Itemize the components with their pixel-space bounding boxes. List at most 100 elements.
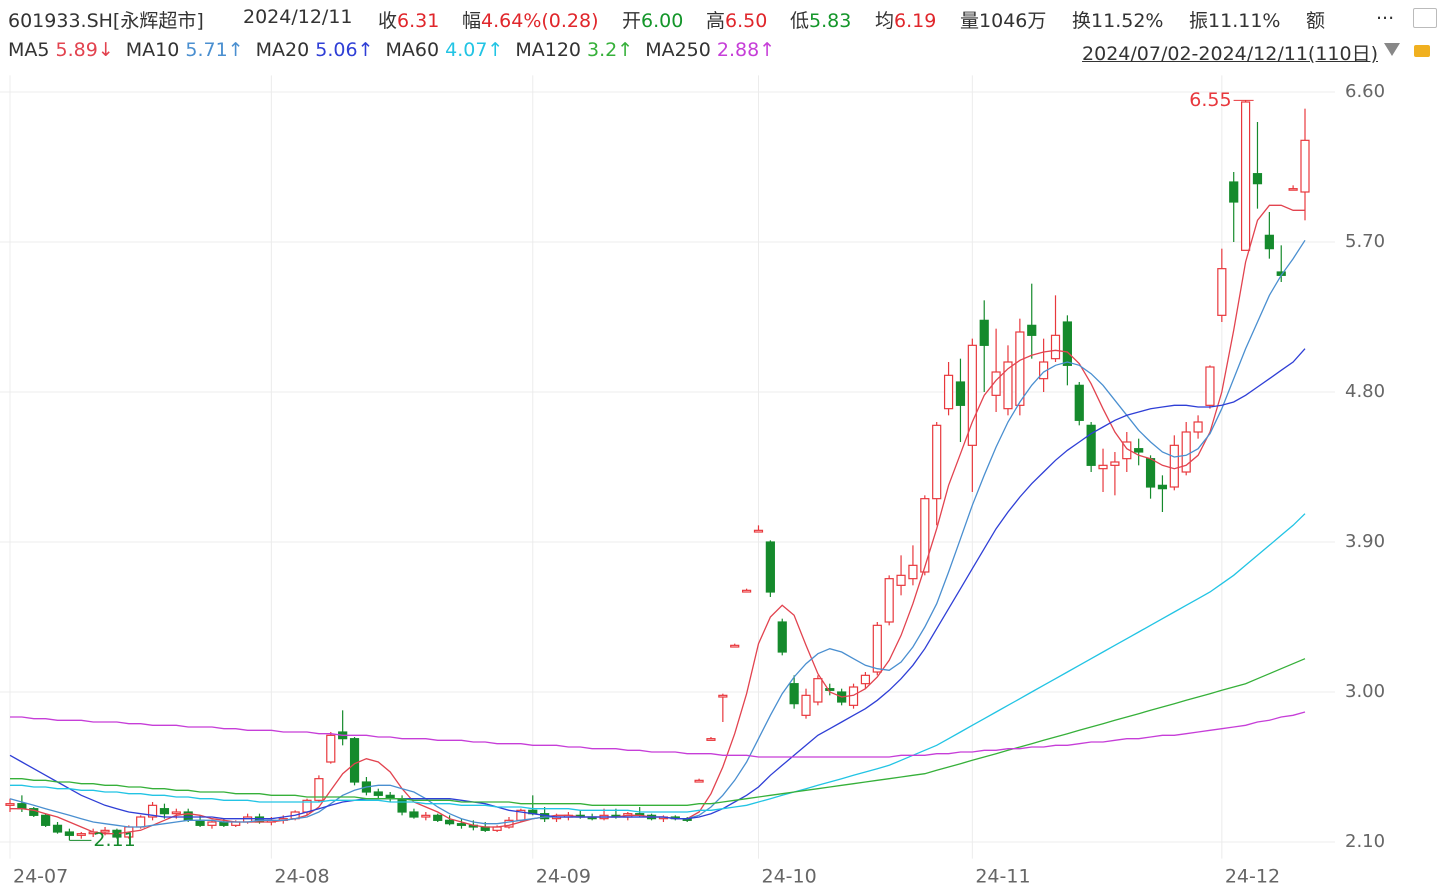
quote-label: 幅 <box>462 10 482 32</box>
candle-body <box>64 831 75 836</box>
candle-body <box>801 694 811 716</box>
legend-name: MA60 <box>385 39 440 61</box>
y-tick-label: 4.80 <box>1345 381 1385 402</box>
candle-body <box>777 621 787 653</box>
candle-body <box>991 371 1001 396</box>
more-button[interactable]: ... <box>1376 2 1395 24</box>
legend-trend: ↑ <box>357 39 374 61</box>
quote-value: 6.19 <box>894 10 937 32</box>
candle-body <box>1086 424 1096 466</box>
min-label: 2.11 <box>93 829 135 851</box>
legend-value: 4.07 <box>445 39 488 61</box>
candle-body <box>967 344 977 446</box>
legend-item[interactable]: MA5 5.89↓ <box>8 39 114 61</box>
icon-button[interactable] <box>1413 8 1437 28</box>
legend-item[interactable]: MA60 4.07↑ <box>385 39 503 61</box>
quote-value: 6.31 <box>397 10 440 32</box>
candle-body <box>1240 101 1251 251</box>
candle-body <box>932 424 942 500</box>
candle-body <box>195 819 205 826</box>
ma-line <box>9 239 1306 828</box>
quote-label: 量 <box>960 10 980 32</box>
candle-body <box>76 833 86 836</box>
candle-body <box>1003 361 1013 410</box>
quote-item: 开6.00 <box>622 6 683 33</box>
x-tick-label: 24-07 <box>13 866 68 888</box>
candle-body <box>5 803 15 806</box>
candle-body <box>1169 444 1179 488</box>
candle-body <box>136 816 146 828</box>
quote-item: 振11.11% <box>1189 6 1280 33</box>
legend-item[interactable]: MA20 5.06↑ <box>256 39 374 61</box>
legend-item[interactable]: MA250 2.88↑ <box>645 39 775 61</box>
quote-value: 4.64%(0.28) <box>481 10 599 32</box>
stock-code[interactable]: 601933.SH[永辉超市] <box>8 10 204 32</box>
quote-label: 振 <box>1189 10 1209 32</box>
legend-trend: ↑ <box>759 39 776 61</box>
lock-icon[interactable] <box>1414 45 1430 57</box>
x-tick-label: 24-08 <box>274 866 329 888</box>
candle-body <box>1217 268 1227 316</box>
quote-item: 幅4.64%(0.28) <box>462 6 599 33</box>
candle-body <box>171 811 181 815</box>
legend-trend: ↑ <box>227 39 244 61</box>
quote-value: 5.83 <box>809 10 852 32</box>
legend-name: MA5 <box>8 39 50 61</box>
candle-body <box>433 814 443 821</box>
candle-body <box>1027 324 1037 336</box>
legend-name: MA20 <box>255 39 310 61</box>
legend-item[interactable]: MA120 3.2↑ <box>515 39 633 61</box>
max-label: 6.55 <box>1189 89 1231 111</box>
legend-item[interactable]: MA10 5.71↑ <box>126 39 244 61</box>
quote-label: 换 <box>1072 10 1092 32</box>
ma-line <box>9 348 1306 820</box>
candle-body <box>1229 181 1239 203</box>
y-tick-label: 5.70 <box>1345 231 1385 252</box>
candle-body <box>1252 173 1263 185</box>
ma-line <box>10 513 1306 813</box>
candle-body <box>1300 139 1310 193</box>
date-range[interactable]: 2024/07/02-2024/12/11(110日) <box>1082 43 1378 65</box>
legend-value: 5.06 <box>315 39 358 61</box>
candle-body <box>1074 384 1084 421</box>
dropdown-arrow[interactable] <box>1384 43 1400 56</box>
candle-body <box>1157 484 1168 490</box>
legend-name: MA120 <box>515 39 581 61</box>
candle-body <box>1134 448 1144 453</box>
candle-body <box>373 791 383 796</box>
candle-body <box>753 529 764 533</box>
x-tick-label: 24-09 <box>536 866 591 888</box>
candle-body <box>872 624 882 673</box>
x-tick-label: 24-12 <box>1225 866 1280 888</box>
candle-body <box>1288 188 1298 191</box>
ma-line <box>10 658 1306 806</box>
candle-body <box>421 814 431 818</box>
quote-label: 低 <box>790 10 810 32</box>
candle-body <box>349 738 360 783</box>
quote-item: 均6.19 <box>875 6 936 33</box>
quote-label: 高 <box>706 10 726 32</box>
quote-value: 6.50 <box>725 10 768 32</box>
candle-body <box>444 819 455 825</box>
y-tick-label: 3.90 <box>1345 531 1385 552</box>
candle-body <box>1181 431 1191 473</box>
candle-body <box>41 814 51 826</box>
legend-trend: ↓ <box>97 39 114 61</box>
candle-body <box>789 683 799 705</box>
legend-value: 2.88 <box>716 39 760 61</box>
legend-trend: ↑ <box>617 39 634 61</box>
candle-body <box>409 811 419 818</box>
y-tick-label: 2.10 <box>1345 831 1385 852</box>
legend-trend: ↑ <box>487 39 504 61</box>
candle-body <box>1193 421 1203 433</box>
quote-item: 换11.52% <box>1072 6 1163 33</box>
quote-label: 收 <box>378 10 398 32</box>
y-tick-label: 6.60 <box>1345 81 1385 102</box>
quote-value: 1046万 <box>979 10 1047 32</box>
ma-line <box>10 204 1305 835</box>
candle-body <box>1015 331 1025 406</box>
candle-body <box>979 319 989 346</box>
candle-body <box>860 674 871 685</box>
